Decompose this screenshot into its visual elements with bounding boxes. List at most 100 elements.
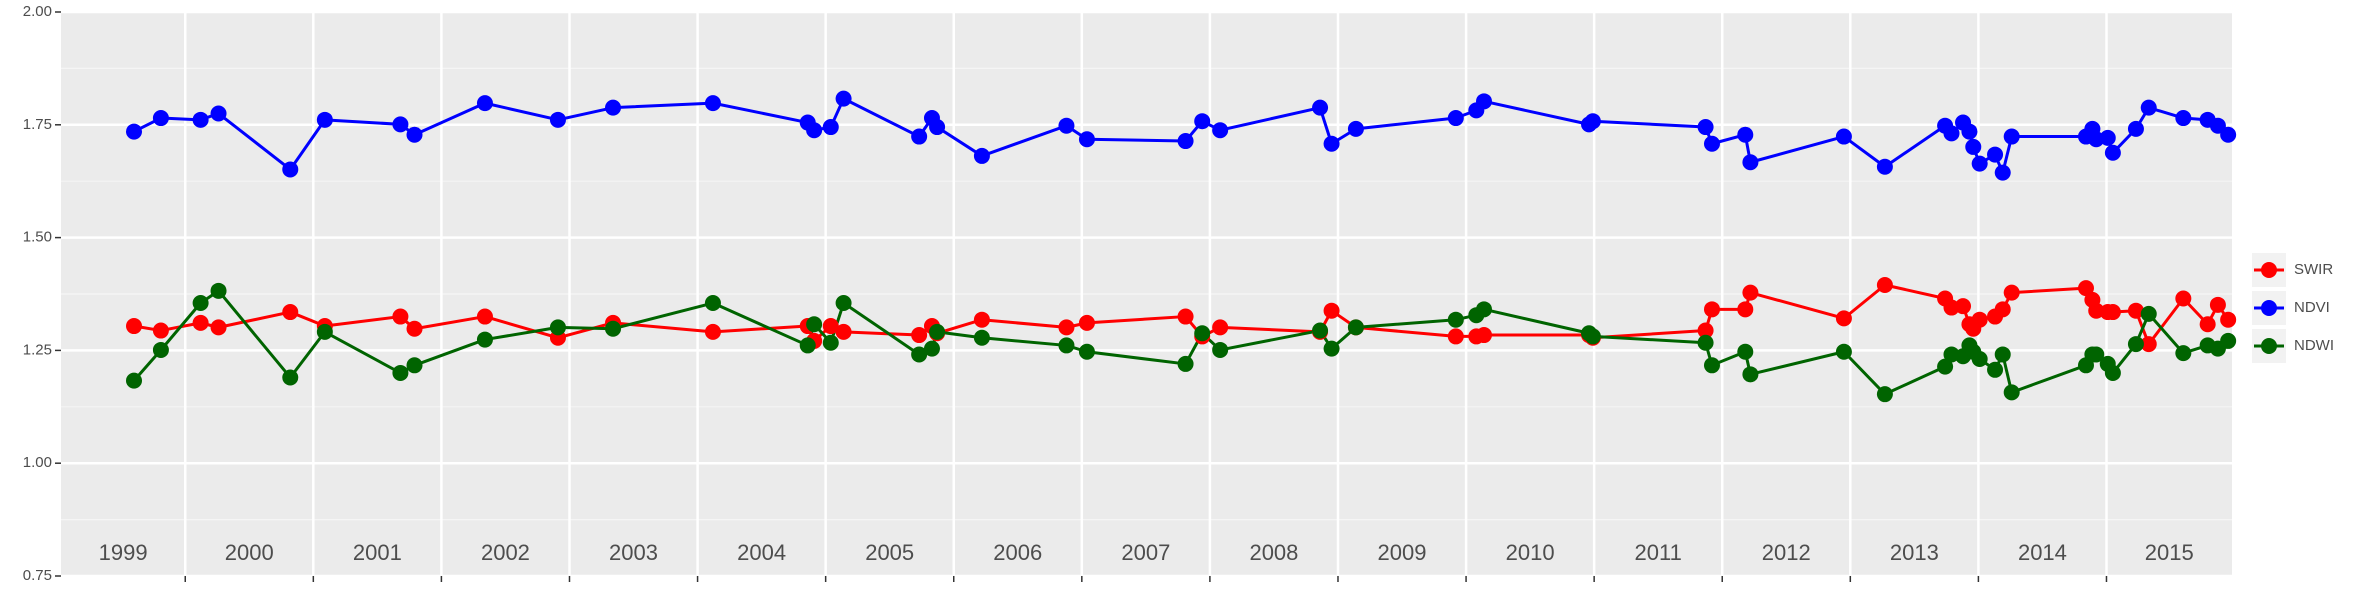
point bbox=[822, 318, 839, 335]
point bbox=[799, 337, 816, 354]
point bbox=[1994, 301, 2011, 318]
point bbox=[1742, 154, 1759, 171]
point bbox=[1347, 319, 1364, 336]
point bbox=[2077, 280, 2094, 297]
point bbox=[1212, 122, 1229, 139]
point bbox=[1312, 99, 1329, 116]
point bbox=[476, 308, 493, 325]
point bbox=[1876, 158, 1893, 175]
point bbox=[704, 95, 721, 112]
point bbox=[282, 161, 299, 178]
point bbox=[911, 346, 928, 363]
point bbox=[1835, 128, 1852, 145]
year-label: 2001 bbox=[353, 540, 402, 565]
point bbox=[192, 295, 209, 312]
point bbox=[973, 329, 990, 346]
point bbox=[2140, 305, 2157, 322]
point bbox=[2099, 129, 2116, 146]
point bbox=[1312, 322, 1329, 339]
point bbox=[2127, 120, 2144, 137]
point bbox=[1697, 322, 1714, 339]
point bbox=[126, 372, 143, 389]
point bbox=[835, 295, 852, 312]
point bbox=[822, 334, 839, 351]
point bbox=[2220, 332, 2237, 349]
y-tick-label: 1.25 bbox=[23, 341, 52, 358]
point bbox=[1347, 120, 1364, 137]
year-label: 2000 bbox=[225, 540, 274, 565]
point bbox=[1971, 155, 1988, 172]
year-label: 2014 bbox=[2018, 540, 2067, 565]
point bbox=[392, 364, 409, 381]
point bbox=[1703, 301, 1720, 318]
point bbox=[911, 327, 928, 344]
point bbox=[1323, 340, 1340, 357]
legend-point bbox=[2261, 300, 2277, 316]
year-label: 2009 bbox=[1378, 540, 1427, 565]
point bbox=[1835, 310, 1852, 327]
point bbox=[2220, 311, 2237, 328]
point bbox=[210, 282, 227, 299]
y-tick-label: 0.75 bbox=[23, 567, 52, 584]
year-label: 2003 bbox=[609, 540, 658, 565]
legend-label: NDVI bbox=[2294, 299, 2330, 316]
point bbox=[1961, 123, 1978, 140]
point bbox=[1447, 110, 1464, 127]
point bbox=[406, 357, 423, 374]
point bbox=[605, 320, 622, 337]
point bbox=[806, 122, 823, 139]
point bbox=[1987, 146, 2004, 163]
point bbox=[476, 331, 493, 348]
point bbox=[973, 147, 990, 164]
point bbox=[1703, 357, 1720, 374]
year-label: 2013 bbox=[1890, 540, 1939, 565]
point bbox=[192, 111, 209, 128]
point bbox=[549, 111, 566, 128]
point bbox=[2140, 336, 2157, 353]
point bbox=[476, 95, 493, 112]
point bbox=[2140, 99, 2157, 116]
point bbox=[2209, 117, 2226, 134]
point bbox=[2003, 284, 2020, 301]
point bbox=[1943, 125, 1960, 142]
point bbox=[2104, 304, 2121, 321]
point bbox=[406, 320, 423, 337]
year-label: 2012 bbox=[1762, 540, 1811, 565]
point bbox=[1742, 284, 1759, 301]
legend-point bbox=[2261, 262, 2277, 278]
point bbox=[835, 323, 852, 340]
point bbox=[2127, 336, 2144, 353]
point bbox=[1584, 328, 1601, 345]
point bbox=[392, 116, 409, 133]
point bbox=[1212, 341, 1229, 358]
point bbox=[2220, 126, 2237, 143]
point bbox=[1697, 119, 1714, 136]
point bbox=[1194, 113, 1211, 130]
point bbox=[2003, 128, 2020, 145]
point bbox=[1078, 131, 1095, 148]
point bbox=[1737, 126, 1754, 143]
point bbox=[1475, 327, 1492, 344]
point bbox=[1971, 311, 1988, 328]
point bbox=[2104, 364, 2121, 381]
year-label: 2002 bbox=[481, 540, 530, 565]
point bbox=[2199, 316, 2216, 333]
point bbox=[126, 318, 143, 335]
point bbox=[1323, 135, 1340, 152]
point bbox=[316, 323, 333, 340]
point bbox=[1475, 93, 1492, 110]
point bbox=[1447, 311, 1464, 328]
point bbox=[973, 311, 990, 328]
point bbox=[2175, 345, 2192, 362]
point bbox=[822, 119, 839, 136]
year-label: 2004 bbox=[737, 540, 786, 565]
point bbox=[1475, 301, 1492, 318]
point bbox=[210, 105, 227, 122]
point bbox=[2003, 384, 2020, 401]
point bbox=[2175, 110, 2192, 127]
point bbox=[605, 99, 622, 116]
point bbox=[1697, 334, 1714, 351]
point bbox=[1194, 325, 1211, 342]
point bbox=[1447, 328, 1464, 345]
